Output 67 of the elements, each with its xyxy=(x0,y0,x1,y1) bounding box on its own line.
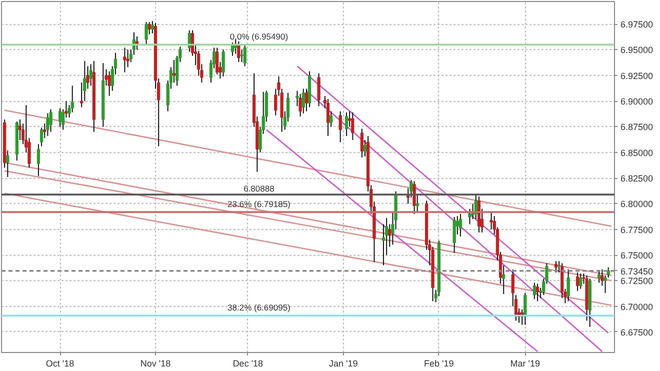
candlestick xyxy=(237,41,240,63)
candlestick xyxy=(566,268,570,302)
candlestick xyxy=(148,22,151,35)
candlestick xyxy=(554,260,558,273)
candlestick xyxy=(144,22,148,46)
ref-line-label: 0.0% (6.95490) xyxy=(230,32,288,42)
candlestick xyxy=(172,60,176,84)
candlestick xyxy=(302,88,305,114)
candlestick xyxy=(123,47,126,73)
candlestick xyxy=(532,282,536,300)
ref-line-label: 6.80888 xyxy=(244,184,275,194)
candlestick xyxy=(412,180,416,214)
candlestick xyxy=(579,272,582,290)
candlestick xyxy=(36,144,40,176)
candlestick xyxy=(524,292,527,326)
y-tick-label: 6.87500 xyxy=(620,122,654,132)
candlestick xyxy=(360,128,364,158)
ref-line-label: 23.6% (6.79185) xyxy=(228,199,291,210)
x-tick-label: Dec '18 xyxy=(232,358,264,368)
y-tick-label: 6.75000 xyxy=(620,250,654,260)
y-tick-label: 6.95000 xyxy=(620,45,654,56)
candlestick xyxy=(351,112,354,141)
candlestick xyxy=(108,70,111,96)
y-tick-label: 6.72500 xyxy=(620,276,654,286)
candlestick xyxy=(344,112,348,136)
y-tick-label: 6.92500 xyxy=(620,70,654,81)
x-tick-label: Jan '19 xyxy=(329,358,358,368)
candlestick xyxy=(606,266,610,278)
y-tick-label: 6.70000 xyxy=(620,302,654,312)
candlestick xyxy=(222,49,225,77)
candlestick xyxy=(6,150,10,178)
candlestick xyxy=(326,98,330,136)
candlestick xyxy=(604,275,607,294)
x-tick-label: Oct '18 xyxy=(46,358,74,368)
candlestick xyxy=(576,272,580,292)
x-tick-label: Mar '19 xyxy=(510,358,540,368)
candlestick xyxy=(317,72,320,107)
candlestick xyxy=(536,283,540,302)
candlestick xyxy=(304,88,308,112)
candlestick xyxy=(216,47,219,75)
y-tick-label: 6.85000 xyxy=(620,148,654,158)
candlestick xyxy=(363,140,367,157)
y-tick-label: 6.67500 xyxy=(620,327,654,338)
y-tick-label: 6.82500 xyxy=(620,174,654,184)
y-tick-label: 6.80000 xyxy=(620,199,654,210)
candlestick xyxy=(40,127,44,147)
candlestick xyxy=(416,194,419,212)
candlestick xyxy=(240,49,244,63)
candlestick xyxy=(49,108,52,132)
ref-line-label: 38.2% (6.69095) xyxy=(228,302,291,313)
candlestick xyxy=(46,112,50,136)
candlestick xyxy=(58,108,62,128)
candlestick xyxy=(243,44,246,67)
candlestick xyxy=(452,216,456,254)
candlestick xyxy=(18,119,22,141)
y-tick-label: 6.97500 xyxy=(620,20,654,30)
candlestick xyxy=(330,110,333,128)
ref-line-label: 6.73450 xyxy=(620,266,654,276)
x-tick-label: Nov '18 xyxy=(140,358,171,368)
x-tick-label: Feb '19 xyxy=(424,358,454,368)
candlestick xyxy=(338,110,342,143)
y-tick-label: 6.77500 xyxy=(620,224,654,235)
candlestick xyxy=(135,36,139,50)
y-tick-label: 6.90000 xyxy=(620,96,654,107)
candlestick xyxy=(474,194,478,220)
candlestick xyxy=(458,213,462,238)
candlestick xyxy=(598,270,601,284)
